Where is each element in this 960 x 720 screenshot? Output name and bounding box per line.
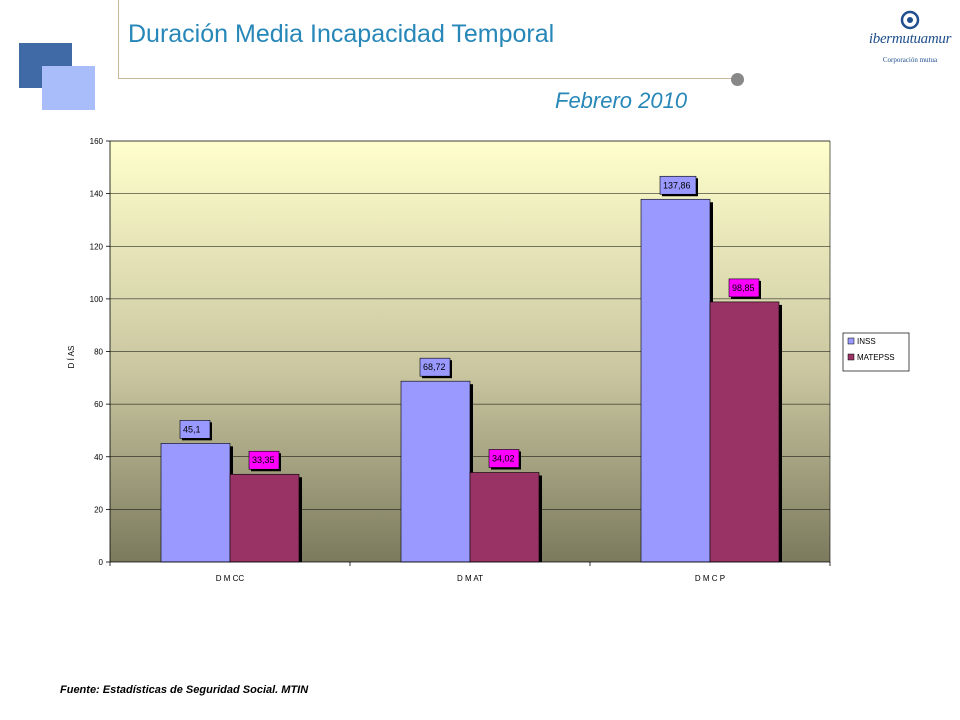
legend-label-matepss: MATEPSS: [857, 353, 895, 362]
company-logo: ibermutuamur Corporación mutua: [862, 10, 958, 70]
legend-swatch-matepss: [847, 353, 855, 361]
legend-label-inss: INSS: [857, 337, 876, 346]
page-title: Duración Media Incapacidad Temporal: [128, 20, 555, 48]
y-axis-title: D Í AS: [67, 346, 76, 369]
page-subtitle: Febrero 2010: [555, 88, 688, 113]
bar-inss-dmcp: [640, 198, 711, 563]
y-tick-label: 120: [90, 242, 104, 251]
decor-square-light: [42, 66, 95, 110]
y-tick-label: 20: [94, 505, 103, 514]
x-tick-label: D M C P: [695, 574, 725, 583]
x-tick-label: D M CC: [216, 574, 245, 583]
data-label-box: [728, 278, 760, 298]
bar-matepss-dmcc: [229, 473, 300, 563]
logo-mark-icon: [900, 10, 920, 30]
logo-name: ibermutuamur: [868, 31, 952, 47]
data-label-box: [659, 175, 697, 195]
legend-swatch-inss: [847, 337, 855, 345]
y-tick-label: 60: [94, 400, 103, 409]
data-label: 34,02: [492, 453, 515, 463]
bar-inss-dmcc: [160, 443, 231, 563]
header-frame-horizontal: [118, 78, 734, 79]
data-label-box: [179, 420, 211, 439]
logo-subname: Corporación mutua: [882, 56, 938, 64]
y-tick-label: 160: [90, 137, 104, 146]
y-tick-label: 40: [94, 453, 103, 462]
bar-chart: 0 20 40 60 80 100 120 140 160 D M CC 45,1 33,35 D M…: [67, 137, 910, 583]
y-tick-label: 140: [90, 190, 104, 199]
source-note: Fuente: Estadísticas de Seguridad Social…: [60, 684, 309, 696]
header-frame-dot: [731, 73, 744, 86]
data-label: 137,86: [663, 180, 691, 190]
y-tick-label: 0: [99, 558, 104, 567]
data-label-box: [419, 357, 451, 377]
y-tick-label: 80: [94, 348, 103, 357]
bar-inss-dmat: [400, 380, 471, 563]
data-label: 33,35: [252, 455, 275, 465]
data-label: 98,85: [732, 283, 755, 293]
bar-matepss-dmat: [469, 472, 540, 563]
y-tick-label: 100: [90, 295, 104, 304]
x-tick-label: D M AT: [457, 574, 483, 583]
bar-matepss-dmcp: [709, 301, 780, 563]
data-label: 68,72: [423, 362, 446, 372]
data-label-box: [248, 450, 280, 470]
data-label: 45,1: [183, 424, 201, 434]
header-frame-vertical: [118, 0, 119, 78]
data-label-box: [488, 449, 520, 468]
